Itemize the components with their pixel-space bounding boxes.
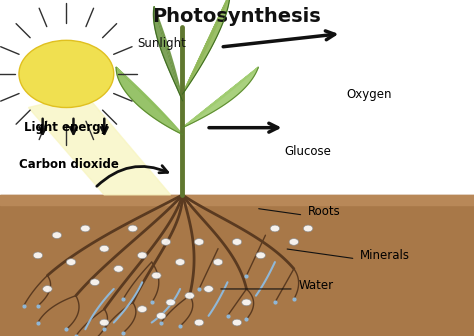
Bar (0, 195, 474, 205)
Circle shape (137, 252, 147, 259)
Text: Photosynthesis: Photosynthesis (153, 7, 321, 26)
Circle shape (66, 259, 76, 265)
Circle shape (166, 299, 175, 306)
Polygon shape (182, 0, 230, 94)
Circle shape (270, 225, 280, 232)
Polygon shape (116, 67, 182, 134)
Circle shape (232, 239, 242, 245)
Circle shape (303, 225, 313, 232)
Bar (0, 195, 474, 336)
Text: Carbon dioxide: Carbon dioxide (19, 158, 119, 171)
Circle shape (128, 225, 137, 232)
Circle shape (156, 312, 166, 319)
Circle shape (194, 319, 204, 326)
Circle shape (185, 292, 194, 299)
Text: Sunlight: Sunlight (137, 37, 186, 50)
Circle shape (175, 259, 185, 265)
Circle shape (33, 252, 43, 259)
Circle shape (289, 239, 299, 245)
Circle shape (43, 286, 52, 292)
Text: Oxygen: Oxygen (346, 88, 392, 100)
Circle shape (204, 286, 213, 292)
Circle shape (232, 319, 242, 326)
Circle shape (137, 306, 147, 312)
Circle shape (90, 279, 100, 286)
Text: Glucose: Glucose (284, 145, 331, 158)
Circle shape (100, 319, 109, 326)
Text: Roots: Roots (308, 205, 341, 218)
Circle shape (52, 232, 62, 239)
Text: Light energy: Light energy (24, 121, 108, 134)
Text: Water: Water (299, 279, 334, 292)
Circle shape (256, 252, 265, 259)
Circle shape (161, 239, 171, 245)
Text: Minerals: Minerals (360, 249, 410, 262)
Circle shape (114, 265, 123, 272)
Polygon shape (182, 67, 258, 128)
Circle shape (19, 40, 114, 108)
Circle shape (242, 299, 251, 306)
Circle shape (100, 245, 109, 252)
Circle shape (213, 259, 223, 265)
Circle shape (81, 225, 90, 232)
Circle shape (152, 272, 161, 279)
Polygon shape (28, 94, 171, 195)
Circle shape (194, 239, 204, 245)
Polygon shape (154, 7, 182, 101)
